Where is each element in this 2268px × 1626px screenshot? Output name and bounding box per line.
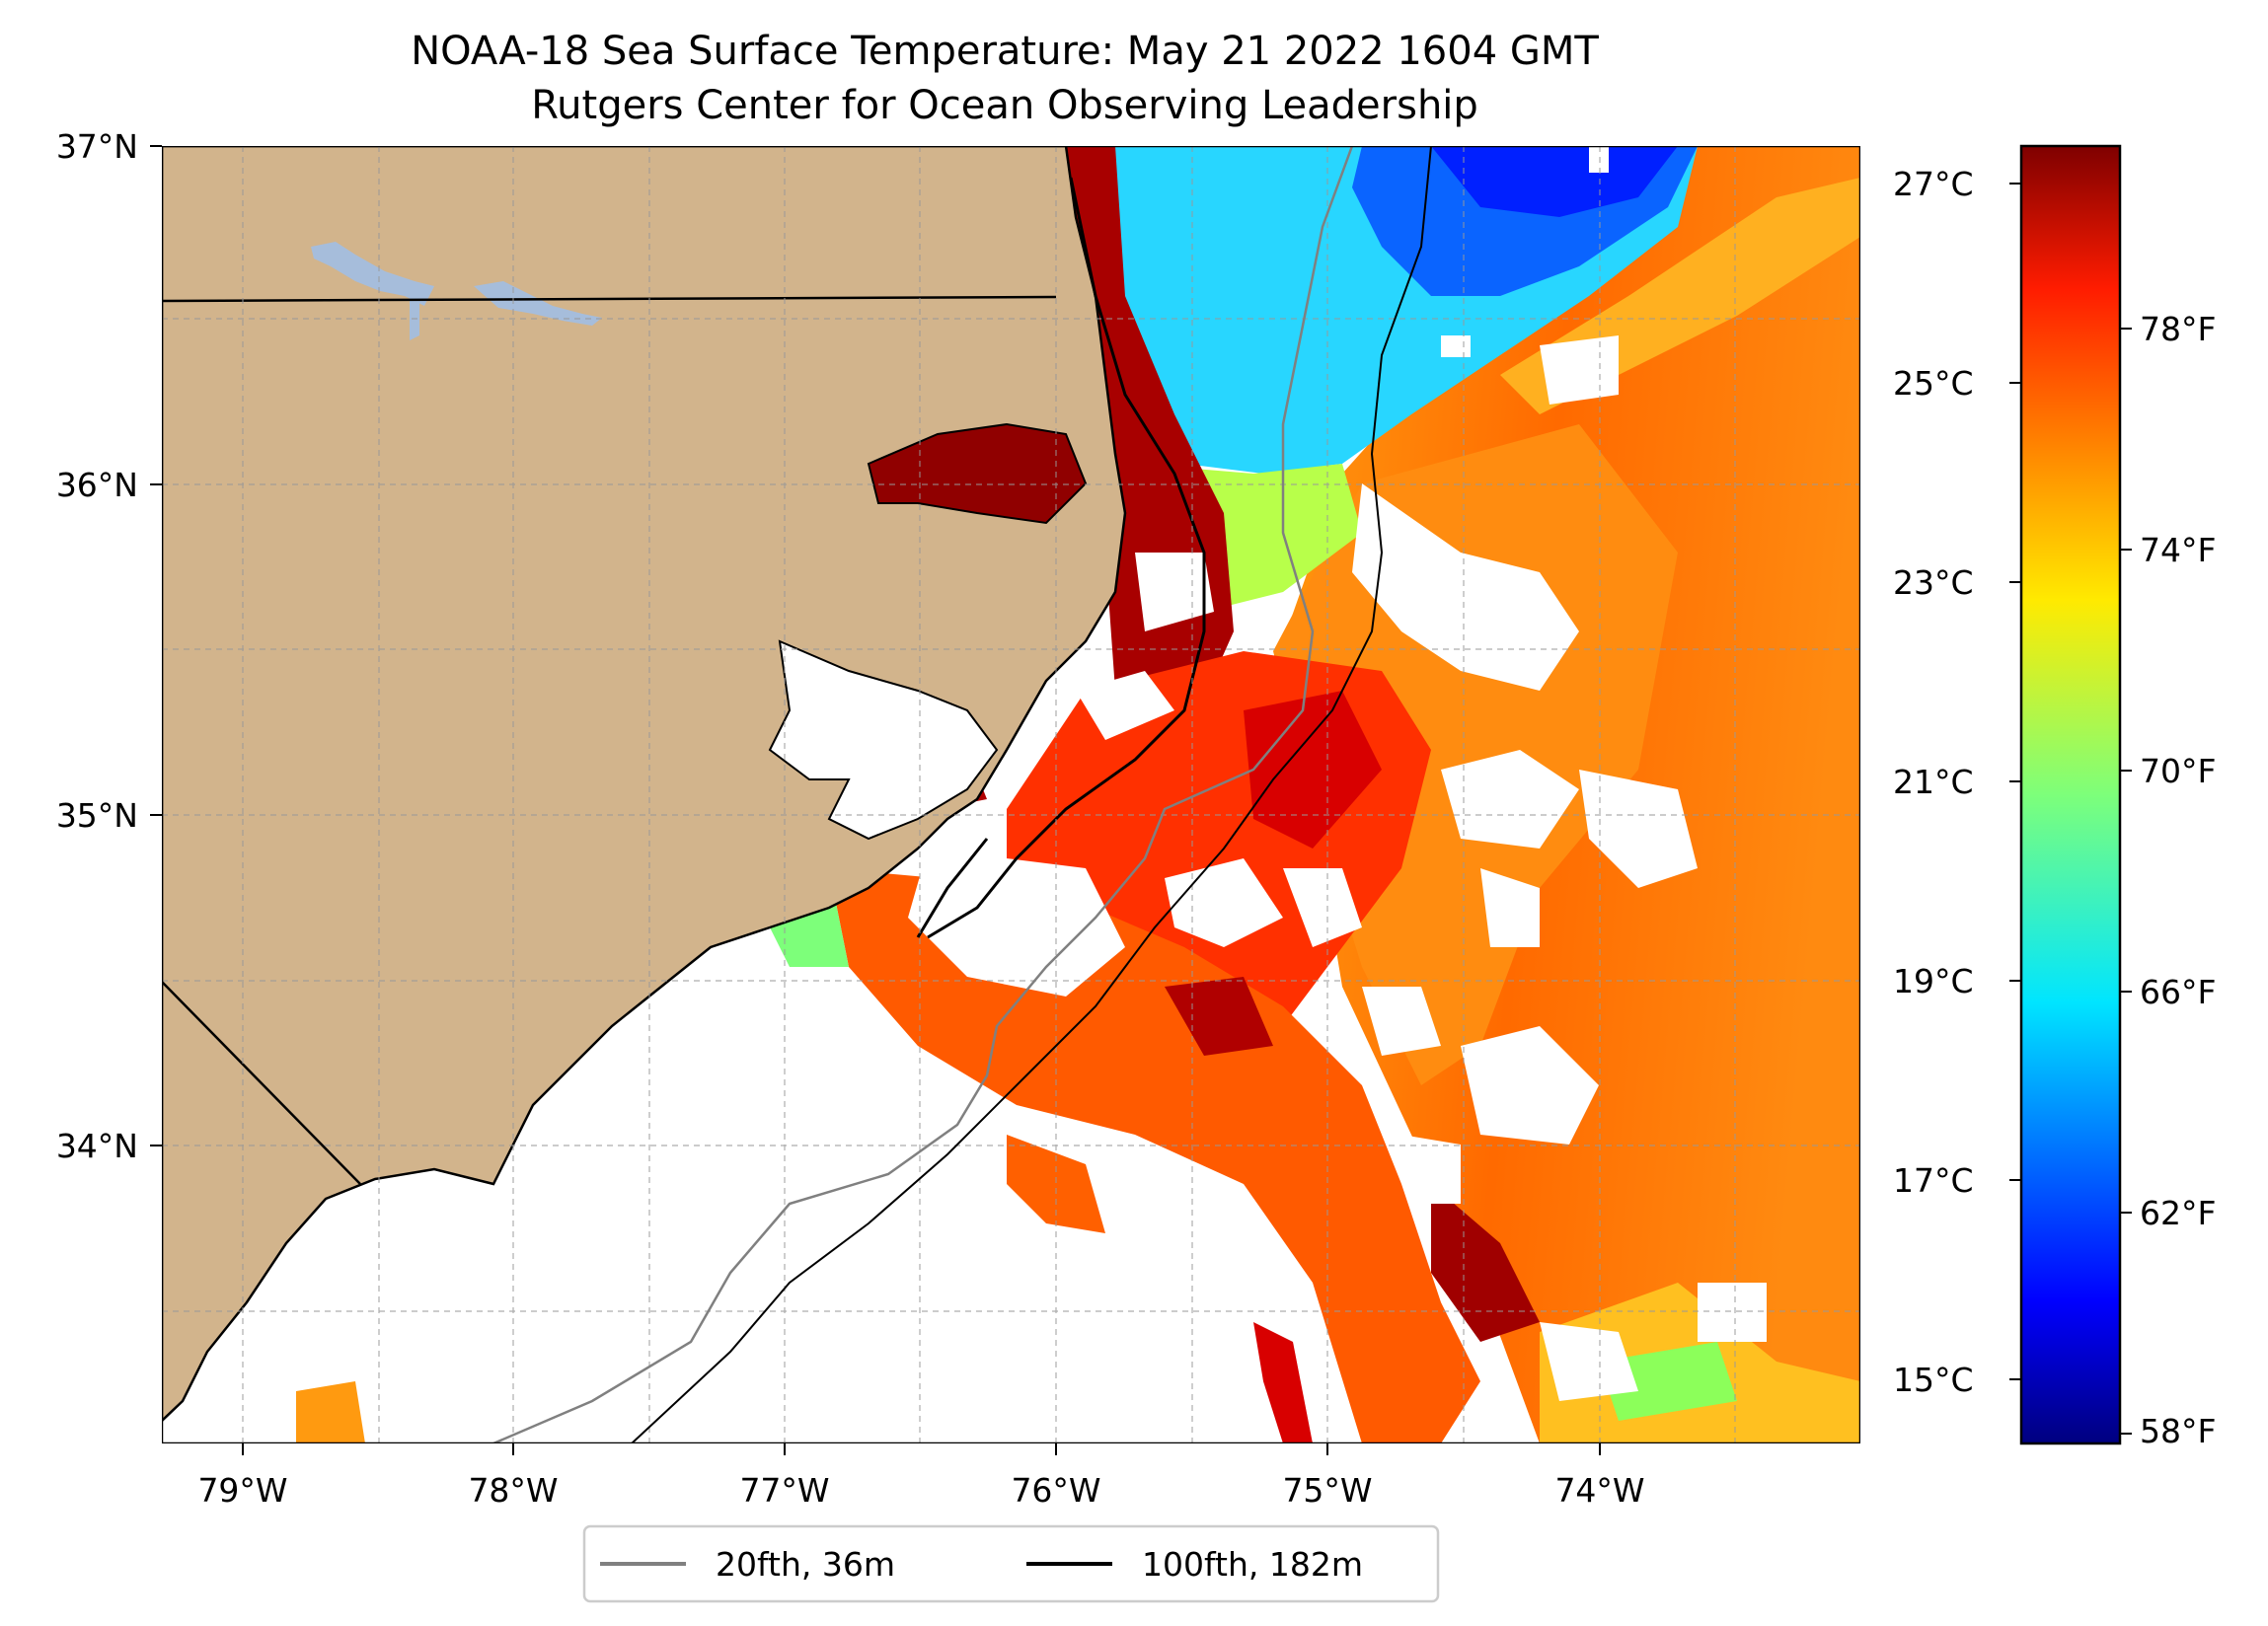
legend: 20fth, 36m 100fth, 182m	[582, 1524, 1440, 1603]
fahrenheit-tick-label: 78°F	[2140, 310, 2216, 348]
lon-tick-label: 79°W	[197, 1471, 287, 1510]
celsius-tick-label: 27°C	[1893, 165, 1974, 203]
lat-axis: 37°N 36°N 35°N 34°N	[56, 127, 162, 1165]
legend-label-100fth: 100fth, 182m	[1142, 1545, 1363, 1584]
fahrenheit-tick-label: 66°F	[2140, 973, 2216, 1011]
legend-label-20fth: 20fth, 36m	[716, 1545, 895, 1584]
lon-tick-label: 77°W	[739, 1471, 829, 1510]
celsius-tick-label: 19°C	[1893, 962, 1974, 1000]
lat-tick-label: 34°N	[56, 1127, 138, 1165]
celsius-tick-label: 23°C	[1893, 563, 1974, 602]
celsius-tick-label: 25°C	[1893, 364, 1974, 403]
lon-axis: 79°W 78°W 77°W 76°W 75°W 74°W	[197, 1443, 1645, 1510]
celsius-tick-label: 17°C	[1893, 1161, 1974, 1200]
isobath-100fth	[631, 146, 1432, 1443]
title-line-2: Rutgers Center for Ocean Observing Leade…	[531, 83, 1478, 128]
grid-lines	[162, 146, 1860, 1443]
lat-tick-label: 37°N	[56, 127, 138, 166]
lon-tick-label: 76°W	[1011, 1471, 1100, 1510]
state-border-va-nc	[162, 295, 1057, 303]
legend-box	[582, 1524, 1440, 1603]
albemarle-sound	[867, 422, 1088, 525]
title-line-1: NOAA-18 Sea Surface Temperature: May 21 …	[411, 29, 1599, 74]
celsius-tick-label: 15°C	[1893, 1361, 1974, 1399]
map-panel	[162, 146, 1860, 1443]
celsius-tick-label: 21°C	[1893, 763, 1974, 801]
colorbar-fahrenheit-ticks: 78°F 74°F 70°F 66°F 62°F 58°F	[2120, 310, 2216, 1450]
pamlico-sound	[768, 639, 999, 841]
outer-banks	[927, 177, 1206, 939]
colorbar-gradient	[2019, 144, 2122, 1445]
fahrenheit-tick-label: 62°F	[2140, 1194, 2216, 1232]
colorbar: 27°C 25°C 23°C 21°C 19°C 17°C 15°C 78°F …	[1893, 144, 2216, 1450]
fahrenheit-tick-label: 70°F	[2140, 752, 2216, 790]
fahrenheit-tick-label: 74°F	[2140, 531, 2216, 569]
lon-tick-label: 78°W	[468, 1471, 558, 1510]
lat-tick-label: 36°N	[56, 466, 138, 504]
state-border-nc-sc	[162, 981, 361, 1185]
lon-tick-label: 74°W	[1554, 1471, 1644, 1510]
colorbar-celsius-ticks: 27°C 25°C 23°C 21°C 19°C 17°C 15°C	[1893, 165, 2021, 1399]
lat-tick-label: 35°N	[56, 796, 138, 835]
fahrenheit-tick-label: 58°F	[2140, 1412, 2216, 1450]
isobath-20fth	[492, 146, 1354, 1443]
inland-water	[311, 242, 434, 306]
lon-tick-label: 75°W	[1282, 1471, 1372, 1510]
